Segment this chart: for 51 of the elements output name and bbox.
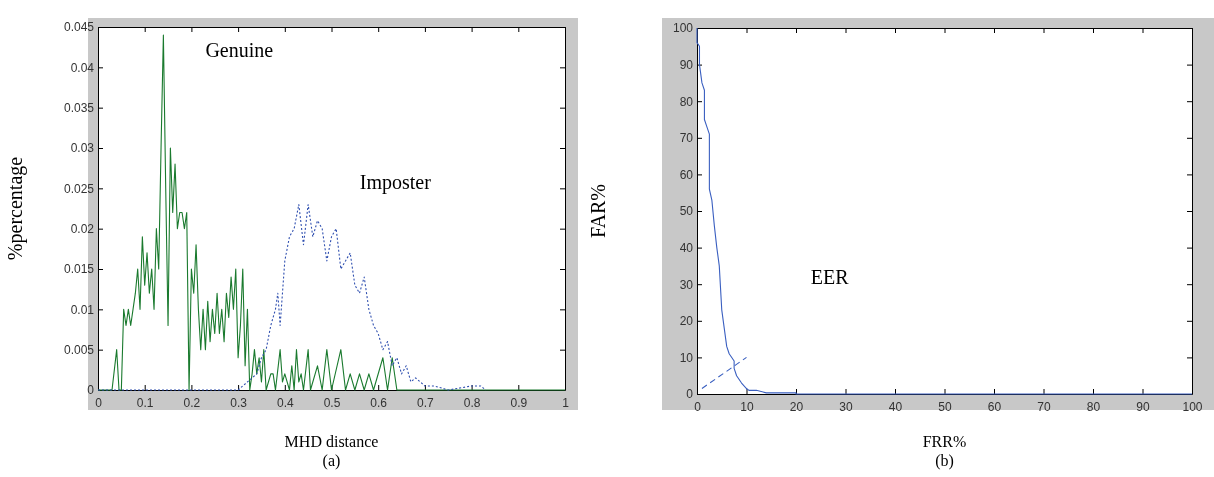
- x-tick-label: 0.2: [183, 395, 201, 410]
- text: Genuine: [205, 39, 274, 62]
- x-tick-label: 60: [987, 399, 1002, 414]
- x-tick-label: 0.8: [463, 395, 481, 410]
- x-tick-label: 50: [938, 399, 952, 414]
- x-axis-title: MHD distance: [284, 433, 379, 450]
- y-tick-label: 70: [679, 131, 694, 146]
- x-tick-label: 30: [839, 399, 853, 414]
- line-series: [97, 203, 487, 391]
- y-tick-label: 0.005: [63, 343, 95, 358]
- y-tick-label: 0.04: [70, 60, 95, 75]
- line-series: [696, 27, 1193, 395]
- x-tick-label: 0.7: [417, 395, 435, 410]
- text: (b): [935, 452, 954, 470]
- x-axis-title: FRR%: [922, 433, 967, 450]
- y-tick-label: 60: [679, 167, 694, 182]
- y-axis-title: %percentage: [4, 156, 27, 261]
- annotation: EER: [810, 266, 850, 289]
- text: (a): [322, 452, 341, 470]
- y-tick-label: 0.03: [70, 141, 95, 156]
- y-tick-label: 100: [672, 21, 694, 36]
- x-tick-label: 80: [1086, 399, 1101, 414]
- y-tick-label: 0.015: [63, 262, 95, 277]
- y-axis-title: FAR%: [587, 183, 609, 239]
- y-tick-label: 0.035: [63, 101, 95, 116]
- x-tick-label: 0.4: [276, 395, 294, 410]
- x-tick-label: 100: [1182, 399, 1203, 414]
- x-tick-label: 0.3: [230, 395, 248, 410]
- x-tick-label: 0.1: [136, 395, 154, 410]
- x-tick-label: 0.6: [370, 395, 388, 410]
- y-tick-label: 0.045: [63, 20, 95, 35]
- y-tick-label: 30: [679, 277, 694, 292]
- x-tick-label: 10: [740, 399, 754, 414]
- y-tick-label: 0: [87, 383, 95, 398]
- x-tick-label: 70: [1037, 399, 1051, 414]
- y-tick-label: 10: [679, 350, 694, 365]
- x-tick-label: 90: [1136, 399, 1150, 414]
- y-tick-label: 90: [679, 57, 694, 72]
- x-tick-label: 0.9: [510, 395, 528, 410]
- y-tick-label: 0.02: [70, 222, 95, 237]
- x-tick-label: 40: [888, 399, 903, 414]
- y-tick-label: 0.01: [70, 302, 95, 317]
- x-tick-label: 0.5: [323, 395, 341, 410]
- x-tick-label: 20: [789, 399, 804, 414]
- x-tick-label: 1: [562, 395, 570, 410]
- y-tick-label: 0.025: [63, 181, 95, 196]
- text: Imposter: [359, 171, 432, 195]
- y-tick-label: 40: [679, 240, 694, 255]
- y-tick-label: 20: [679, 314, 694, 329]
- y-tick-label: 80: [679, 94, 694, 109]
- y-tick-label: 50: [679, 204, 694, 219]
